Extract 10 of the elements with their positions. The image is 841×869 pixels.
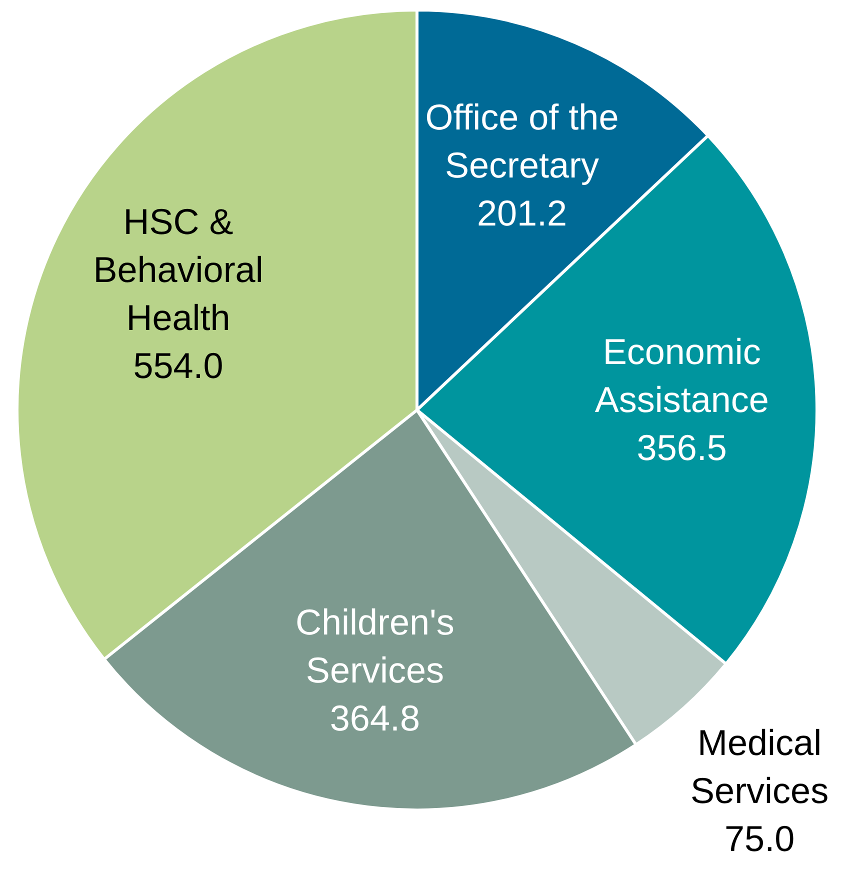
category-label: HSC & Behavioral Health <box>93 200 264 338</box>
data-label: 356.5 <box>636 426 727 468</box>
data-label: 75.0 <box>724 818 795 859</box>
data-label: 364.8 <box>330 698 420 739</box>
category-label: Economic Assistance <box>594 330 769 420</box>
data-label: 554.0 <box>133 344 224 386</box>
category-label: Children's Services <box>295 602 454 691</box>
slice-label: Medical Services <box>690 722 829 811</box>
category-label: Office of the Secretary <box>425 96 619 186</box>
data-label: 201.2 <box>476 192 568 234</box>
